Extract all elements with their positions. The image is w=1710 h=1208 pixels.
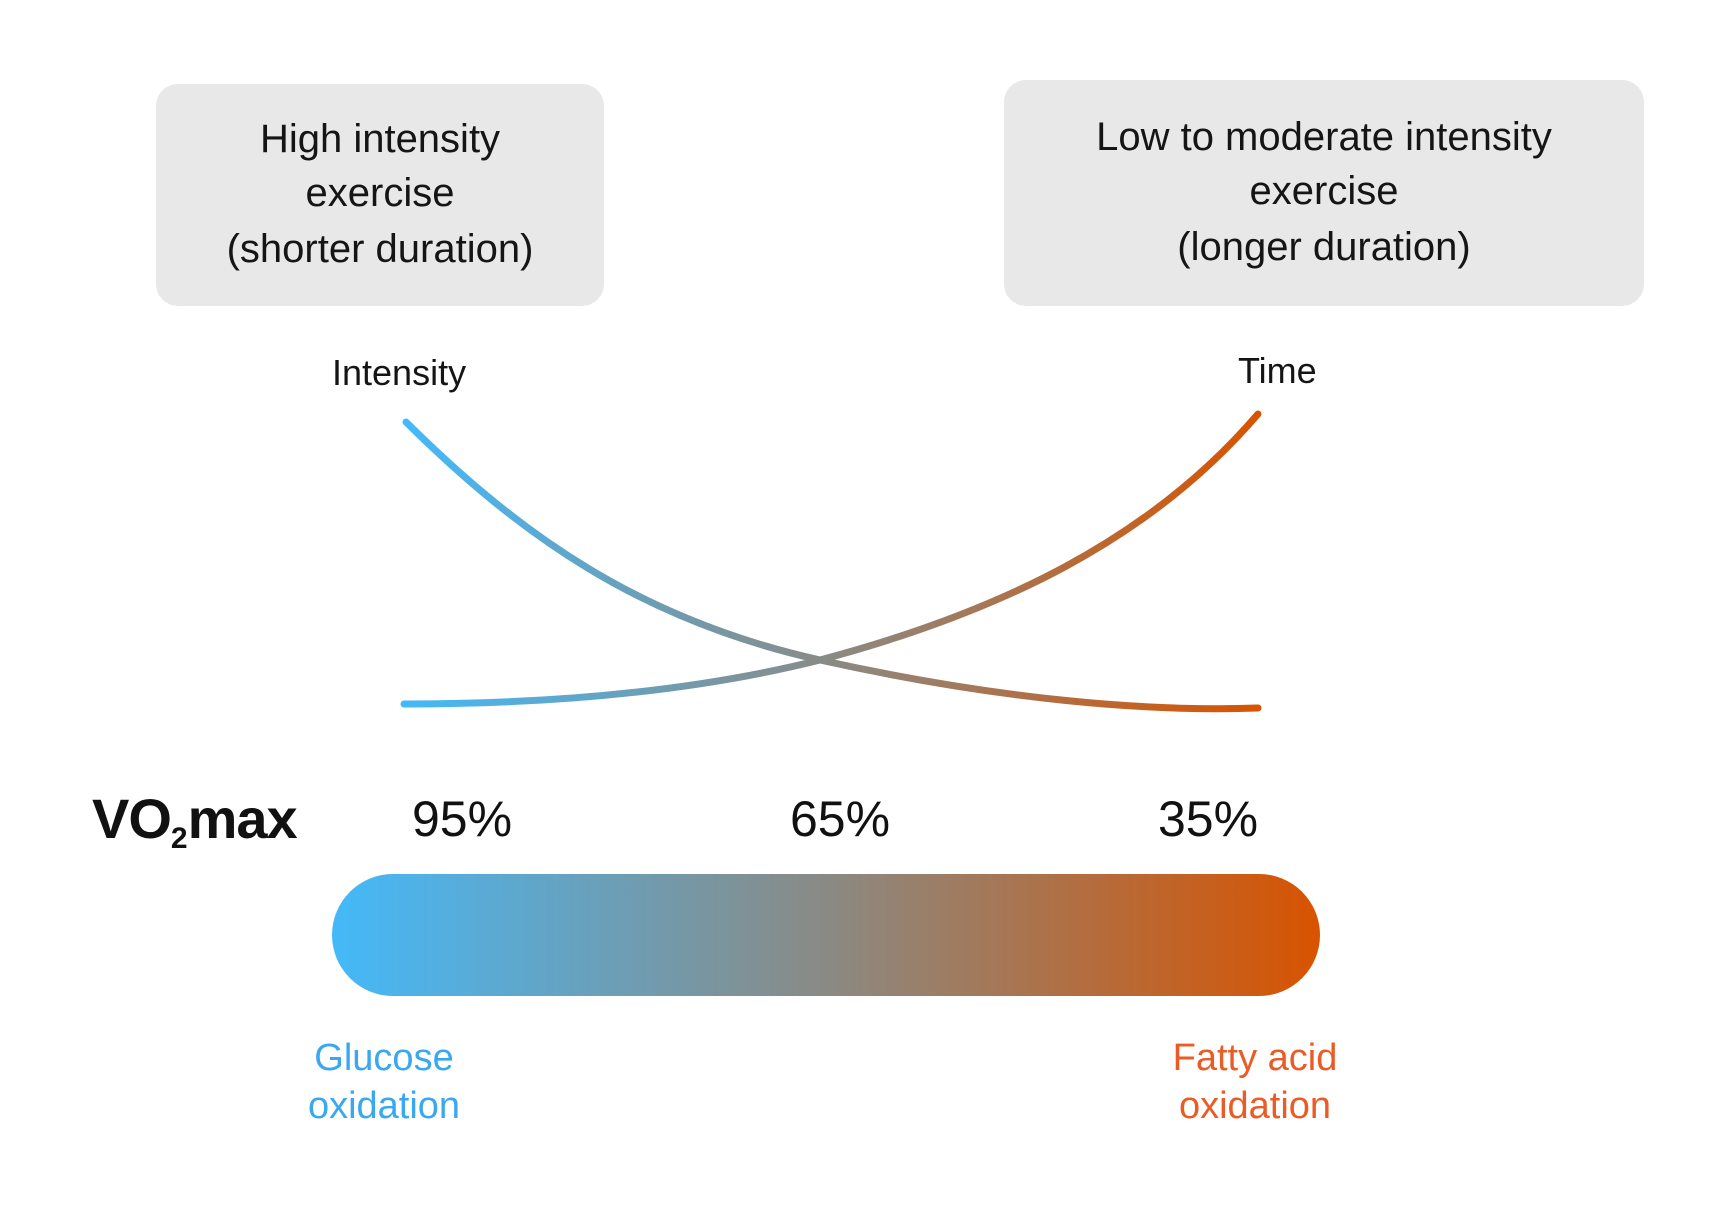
high-intensity-title-line2: exercise <box>305 171 455 215</box>
low-moderate-intensity-box: Low to moderate intensity exercise (long… <box>1004 80 1644 306</box>
vo2max-percent-low: 35% <box>1158 791 1259 847</box>
high-intensity-box: High intensity exercise (shorter duratio… <box>156 84 604 306</box>
glucose-oxidation-label: Glucose oxidation <box>280 1034 488 1130</box>
low-moderate-title-line1: Low to moderate intensity <box>1096 115 1552 159</box>
intensity-curve <box>402 418 1262 713</box>
glucose-label-line2: oxidation <box>307 1085 461 1127</box>
low-moderate-title-line2: exercise <box>1249 169 1399 213</box>
vo2max-suffix: max <box>187 787 298 850</box>
vo2max-percent-high: 95% <box>412 791 513 847</box>
fatty-acid-oxidation-label: Fatty acid oxidation <box>1140 1034 1370 1130</box>
fatty-label-line1: Fatty acid <box>1172 1037 1338 1079</box>
vo2max-prefix: VO <box>92 787 172 850</box>
vo2max-subscript: 2 <box>170 822 188 855</box>
intensity-label: Intensity <box>332 352 467 393</box>
fatty-label-line2: oxidation <box>1178 1085 1332 1127</box>
vo2max-label: VO2max <box>92 786 298 856</box>
vo2max-percent-mid: 65% <box>790 791 891 847</box>
time-label: Time <box>1238 350 1317 391</box>
high-intensity-title-line1: High intensity <box>259 117 501 161</box>
high-intensity-duration: (shorter duration) <box>226 227 534 271</box>
glucose-label-line1: Glucose <box>314 1037 454 1079</box>
fuel-gradient-bar <box>332 874 1320 996</box>
low-moderate-duration: (longer duration) <box>1177 225 1471 269</box>
time-curve <box>400 410 1262 708</box>
